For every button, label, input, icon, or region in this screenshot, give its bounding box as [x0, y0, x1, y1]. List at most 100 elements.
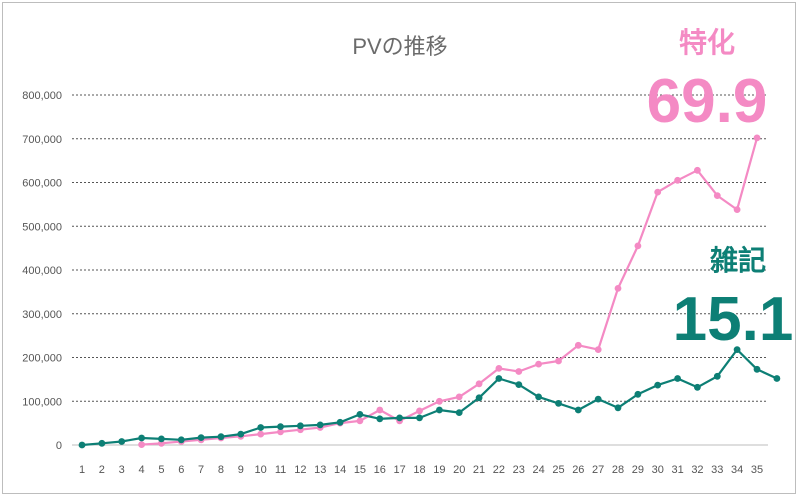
x-tick-label: 35 [751, 464, 763, 476]
x-tick-label: 17 [394, 464, 406, 476]
data-point [257, 424, 265, 431]
data-point [574, 341, 582, 349]
x-tick-label: 24 [532, 464, 544, 476]
data-point [237, 430, 245, 438]
x-tick-label: 22 [493, 464, 505, 476]
data-point [515, 381, 523, 388]
x-tick-label: 28 [612, 464, 624, 476]
y-tick-label: 100,000 [22, 396, 62, 408]
data-point [614, 404, 622, 412]
x-tick-label: 13 [314, 464, 326, 476]
data-point [217, 433, 225, 441]
data-point [376, 415, 384, 423]
data-point [594, 346, 602, 353]
data-point [654, 188, 662, 196]
data-point [336, 418, 344, 426]
data-point [98, 439, 106, 447]
y-axis-ticks: 0 100,000 200,000 300,000 400,000 500,000 600,… [22, 90, 62, 452]
data-point [277, 423, 284, 430]
series-line-1 [81, 348, 778, 447]
x-tick-label: 30 [652, 464, 664, 476]
data-point [733, 206, 741, 214]
y-tick-label: 200,000 [22, 353, 62, 365]
data-point [436, 397, 443, 405]
data-point [416, 414, 423, 422]
x-tick-label: 3 [119, 464, 125, 476]
data-point [197, 434, 205, 441]
data-point [475, 394, 483, 402]
data-point [316, 421, 324, 429]
y-tick-label: 0 [56, 440, 62, 452]
data-point [515, 368, 523, 375]
x-tick-label: 33 [711, 464, 723, 476]
data-point [694, 166, 701, 174]
x-tick-label: 16 [374, 464, 386, 476]
data-point [138, 441, 146, 448]
x-tick-label: 23 [513, 464, 525, 476]
tokka-callout-value: 69.9 [647, 67, 768, 136]
data-point [654, 381, 662, 389]
x-tick-label: 12 [294, 464, 306, 476]
x-tick-label: 20 [453, 464, 465, 476]
data-point [713, 372, 721, 380]
x-tick-label: 27 [592, 464, 604, 476]
data-point [495, 375, 503, 382]
x-tick-label: 8 [218, 464, 224, 476]
series-line-0 [141, 137, 759, 446]
x-tick-label: 4 [138, 464, 144, 476]
data-point [297, 422, 304, 430]
data-point [674, 375, 681, 382]
data-point [555, 400, 562, 407]
data-point [753, 365, 761, 373]
x-tick-label: 5 [158, 464, 164, 476]
data-point [634, 242, 642, 250]
x-tick-label: 26 [572, 464, 584, 476]
data-point [475, 380, 483, 388]
data-point [356, 411, 364, 418]
x-tick-label: 25 [552, 464, 564, 476]
series-lines [78, 134, 781, 449]
x-tick-label: 21 [473, 464, 485, 476]
x-tick-label: 6 [178, 464, 184, 476]
x-tick-label: 18 [413, 464, 425, 476]
data-point [694, 383, 701, 391]
data-point [594, 395, 602, 403]
data-point [574, 406, 582, 414]
data-point [78, 441, 86, 449]
x-axis-ticks: 1 2 3 4 5 6 7 8 9 10 11 12 13 14 15 16 17 18 19 20 21 22 23 24 2… [79, 464, 763, 476]
x-tick-label: 15 [354, 464, 366, 476]
data-point [257, 430, 265, 438]
data-point [713, 192, 721, 200]
x-tick-label: 1 [79, 464, 85, 476]
y-tick-label: 700,000 [22, 134, 62, 146]
data-point [376, 406, 384, 414]
data-point [614, 285, 622, 292]
x-tick-label: 32 [691, 464, 703, 476]
y-tick-label: 400,000 [22, 265, 62, 277]
x-tick-label: 34 [731, 464, 743, 476]
y-tick-label: 800,000 [22, 90, 62, 102]
x-tick-label: 19 [433, 464, 445, 476]
data-point [733, 346, 741, 353]
tokka-callout-label: 特化 [679, 27, 735, 58]
x-tick-label: 7 [198, 464, 204, 476]
chart-title: PVの推移 [352, 34, 447, 59]
gridlines [72, 94, 768, 446]
data-point [277, 428, 284, 436]
x-tick-label: 2 [99, 464, 105, 476]
x-tick-label: 10 [255, 464, 267, 476]
zakki-callout-label: 雑記 [709, 244, 766, 276]
data-point [495, 365, 503, 372]
data-point [753, 134, 761, 142]
data-point [138, 434, 146, 442]
data-point [396, 414, 403, 422]
data-point [634, 390, 642, 398]
y-tick-label: 300,000 [22, 309, 62, 321]
x-tick-label: 31 [671, 464, 683, 476]
data-point [416, 407, 423, 415]
data-point [455, 393, 463, 401]
x-tick-label: 29 [632, 464, 644, 476]
zakki-callout-value: 15.1 [673, 285, 794, 354]
